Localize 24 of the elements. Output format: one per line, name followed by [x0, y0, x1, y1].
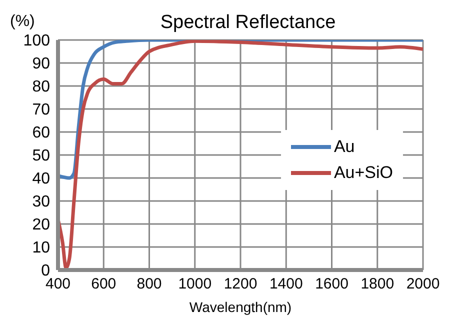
y-tick-label: 70 [32, 102, 50, 119]
x-tick-label: 1800 [360, 276, 394, 293]
y-tick-label: 80 [32, 78, 50, 96]
y-tick-label: 20 [32, 216, 50, 234]
x-tick-label: 800 [136, 276, 162, 293]
legend-label: Au [334, 136, 355, 158]
x-axis-title: Wavelength(nm) [189, 299, 292, 315]
y-tick-label: 40 [32, 170, 50, 188]
y-tick-label: 10 [32, 240, 50, 257]
line-series [58, 40, 423, 270]
x-tick-label: 600 [91, 276, 116, 293]
x-tick-label: 1600 [315, 276, 348, 293]
y-tick-label: 100 [23, 32, 50, 50]
x-tick-label: 1400 [269, 276, 303, 293]
x-tick-label: 1000 [178, 276, 212, 293]
chart-title: Spectral Reflectance [159, 12, 337, 34]
y-tick-label: 60 [32, 124, 50, 142]
y-tick-label: 30 [32, 194, 50, 211]
x-tick-label: 2000 [406, 276, 440, 293]
y-tick-label: 90 [32, 56, 50, 73]
x-tick-label: 1200 [224, 276, 258, 293]
legend-label: Au+SiO [334, 162, 393, 184]
y-tick-label: 50 [32, 148, 50, 165]
y-axis-title: (%) [10, 13, 35, 31]
